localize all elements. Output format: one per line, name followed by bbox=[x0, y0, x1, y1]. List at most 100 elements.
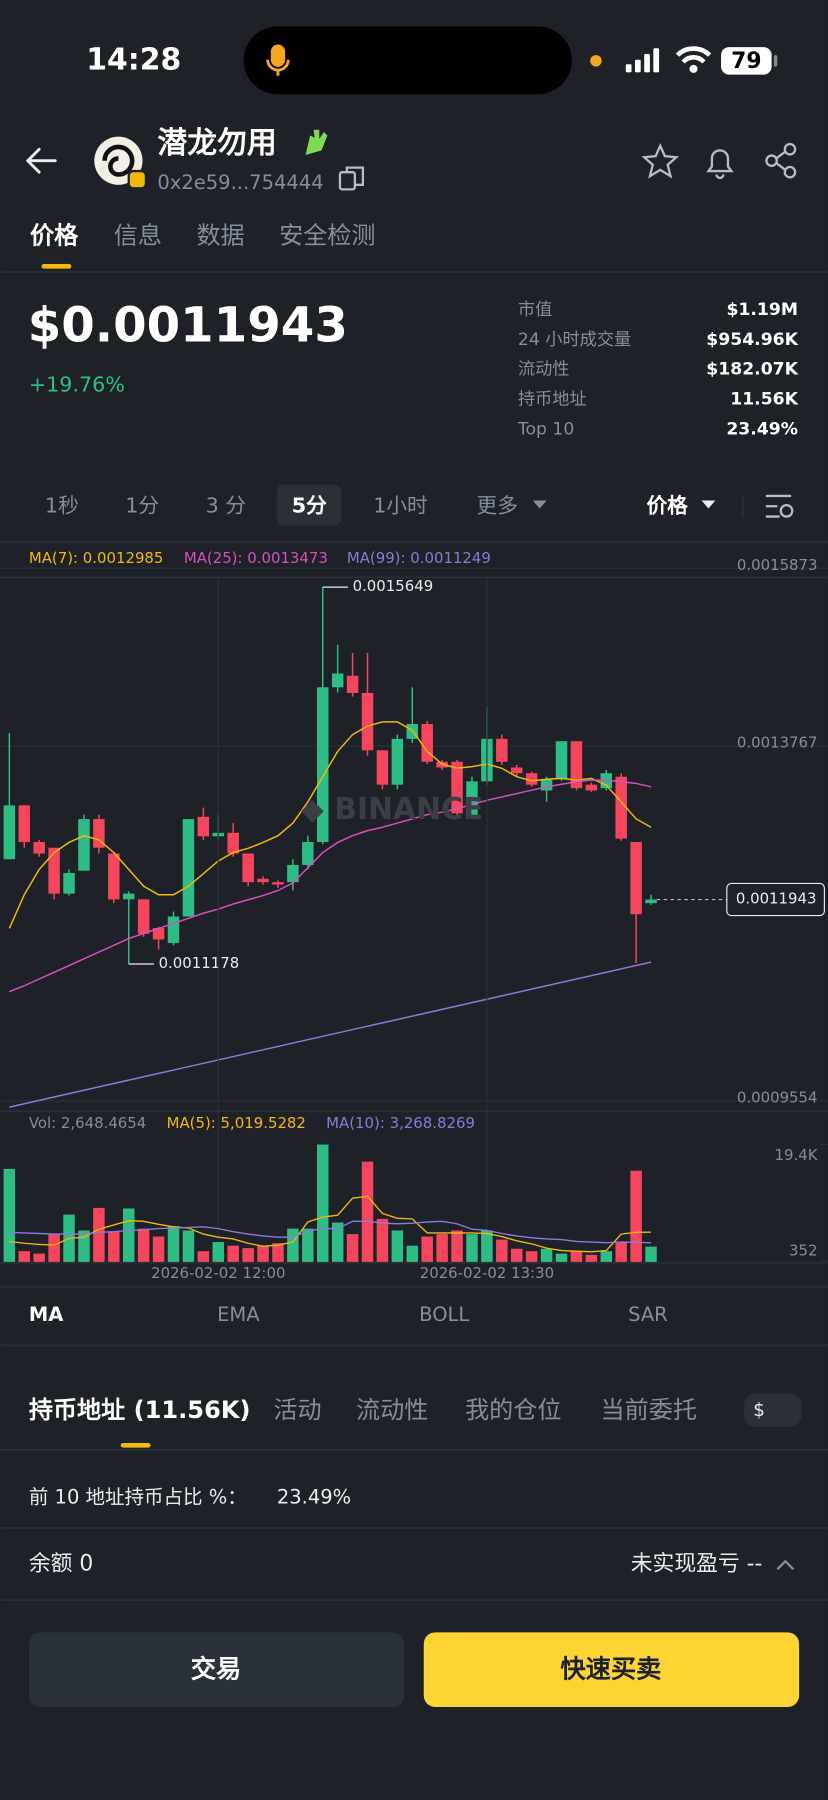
share-button[interactable] bbox=[765, 142, 797, 179]
holders-value: 23.49% bbox=[277, 1486, 351, 1509]
candle-body bbox=[182, 819, 195, 917]
candle-body bbox=[316, 687, 329, 843]
dropdown-arrow bbox=[532, 500, 547, 509]
interval[interactable]: 1秒 bbox=[45, 493, 79, 517]
volume-bar bbox=[197, 1251, 210, 1263]
volume-bar bbox=[78, 1230, 90, 1263]
candle-body bbox=[615, 776, 627, 839]
volume-bar bbox=[287, 1228, 299, 1263]
candle-body bbox=[287, 864, 299, 883]
interval[interactable]: 5分 bbox=[292, 493, 327, 517]
collapse-icon[interactable] bbox=[776, 1559, 795, 1571]
copy-button[interactable] bbox=[338, 166, 365, 191]
legend-entry: MA(10): 3,268.8269 bbox=[326, 1114, 475, 1132]
interval[interactable]: 3 分 bbox=[206, 493, 246, 517]
battery-level: 79 bbox=[731, 49, 761, 74]
stat-value: 23.49% bbox=[726, 419, 798, 439]
interval-more[interactable]: 更多 bbox=[477, 493, 518, 517]
bottom-tab[interactable]: 当前委托 bbox=[601, 1396, 697, 1424]
volume-bar bbox=[212, 1242, 225, 1263]
bottom-tab[interactable]: 流动性 bbox=[356, 1396, 428, 1424]
candle-body bbox=[630, 842, 642, 915]
legend-entry: MA(99): 0.0011249 bbox=[347, 549, 491, 567]
candle-body bbox=[511, 767, 523, 774]
chart-settings[interactable] bbox=[765, 494, 794, 518]
high-label: 0.0015649 bbox=[353, 577, 434, 595]
tab[interactable]: 安全检测 bbox=[279, 221, 375, 249]
indicator-tab[interactable]: SAR bbox=[628, 1303, 668, 1326]
status-time: 14:28 bbox=[86, 42, 181, 77]
candle-body bbox=[227, 832, 239, 854]
candle-body bbox=[540, 778, 553, 791]
signal-icon bbox=[625, 48, 660, 73]
bottom-tab[interactable]: 我的仓位 bbox=[465, 1396, 561, 1424]
tab-indicator bbox=[120, 1442, 151, 1448]
candle-body bbox=[78, 819, 90, 871]
candle-body bbox=[361, 692, 374, 751]
trade-button[interactable] bbox=[28, 1632, 405, 1708]
volume-bar bbox=[361, 1161, 374, 1263]
y-tick-label: 352 bbox=[789, 1241, 817, 1259]
stat-label: 市值 bbox=[518, 300, 552, 320]
y-tick-label: 19.4K bbox=[775, 1146, 819, 1164]
indicator-tab[interactable]: MA bbox=[29, 1303, 64, 1326]
stat-value: 11.56K bbox=[730, 389, 798, 409]
favorite-button[interactable] bbox=[641, 142, 680, 179]
stat-value: $954.96K bbox=[706, 330, 798, 350]
back-button[interactable] bbox=[26, 147, 57, 174]
tab-indicator bbox=[41, 264, 72, 269]
volume-bar bbox=[346, 1234, 359, 1263]
bottom-tab[interactable]: 持币地址 (11.56K) bbox=[29, 1396, 251, 1424]
legend-entry: MA(5): 5,019.5282 bbox=[167, 1114, 306, 1132]
candle-body bbox=[391, 738, 404, 785]
candle-body bbox=[152, 928, 165, 940]
candle-body bbox=[331, 673, 344, 688]
interval-selected-bg bbox=[276, 484, 342, 526]
dropdown-arrow bbox=[701, 500, 716, 509]
price-mode[interactable]: 价格 bbox=[646, 493, 688, 517]
alert-button[interactable] bbox=[706, 149, 734, 179]
indicator-tab[interactable]: EMA bbox=[217, 1303, 260, 1326]
volume-bar bbox=[466, 1234, 478, 1263]
candle-body bbox=[122, 893, 135, 900]
candle-body bbox=[585, 784, 598, 791]
volume-title: Vol: 2,648.4654 bbox=[29, 1114, 146, 1132]
volume-bar bbox=[511, 1248, 523, 1263]
y-tick-label: 0.0009554 bbox=[737, 1089, 818, 1107]
volume-ma-line bbox=[9, 1195, 652, 1253]
currency: $ bbox=[753, 1400, 765, 1421]
candle-body bbox=[451, 761, 463, 814]
hand-badge bbox=[305, 129, 328, 155]
mic-icon bbox=[266, 44, 290, 76]
volume-bar bbox=[33, 1253, 45, 1263]
tab[interactable]: 价格 bbox=[30, 221, 79, 249]
volume-bar bbox=[108, 1231, 120, 1263]
volume-bar bbox=[93, 1207, 105, 1263]
volume-ma-line bbox=[9, 1220, 652, 1244]
interval[interactable]: 1小时 bbox=[373, 493, 427, 517]
volume-bar bbox=[645, 1246, 657, 1263]
tab[interactable]: 信息 bbox=[114, 221, 162, 249]
volume-bar bbox=[570, 1251, 583, 1263]
legend-entry: MA(7): 0.0012985 bbox=[29, 549, 164, 567]
ma-line bbox=[9, 961, 652, 1108]
volume-bar bbox=[496, 1239, 508, 1263]
currency-toggle[interactable] bbox=[744, 1393, 802, 1427]
y-tick-label: 0.0015873 bbox=[737, 556, 818, 574]
x-tick-label: 2026-02-02 13:30 bbox=[420, 1264, 554, 1282]
bottom-tab[interactable]: 活动 bbox=[273, 1396, 321, 1424]
last-price-box bbox=[726, 882, 825, 917]
candle-body bbox=[525, 773, 538, 785]
indicator-tab[interactable]: BOLL bbox=[419, 1303, 469, 1326]
quick-trade-button[interactable] bbox=[423, 1632, 800, 1708]
interval[interactable]: 1分 bbox=[125, 493, 159, 517]
stats: 市值 $1.19M 24 小时成交量 $954.96K 流动性 $182.07K 持币地址 1… bbox=[517, 300, 799, 439]
candle-body bbox=[496, 738, 508, 762]
candle-body bbox=[257, 878, 269, 883]
tab[interactable]: 数据 bbox=[196, 221, 244, 249]
stat-label: 持币地址 bbox=[518, 389, 587, 409]
volume-bar bbox=[48, 1234, 60, 1263]
volume-bar bbox=[18, 1251, 31, 1263]
holders-label: 前 10 地址持币占比 %： bbox=[29, 1486, 247, 1509]
